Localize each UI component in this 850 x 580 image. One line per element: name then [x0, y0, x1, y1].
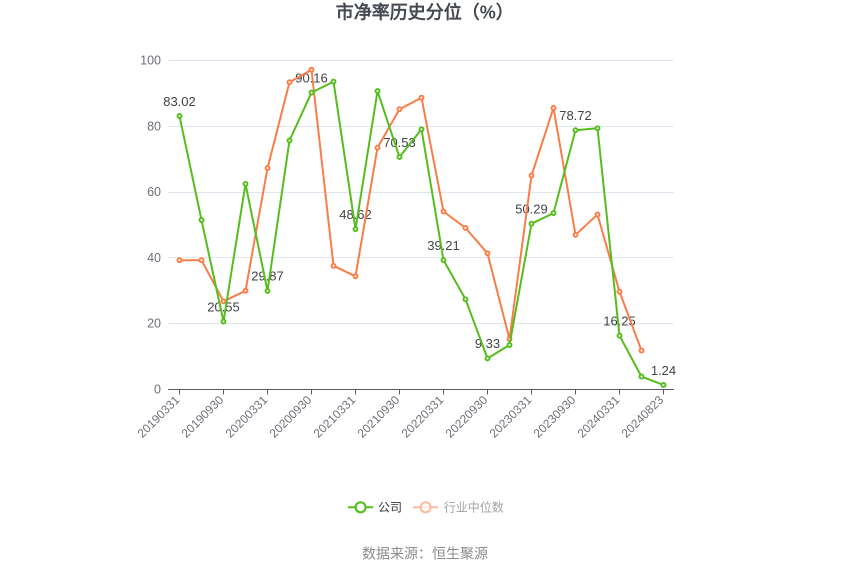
svg-text:83.02: 83.02	[163, 94, 196, 109]
svg-text:50.29: 50.29	[515, 202, 548, 217]
svg-text:29.87: 29.87	[251, 269, 284, 284]
svg-text:80: 80	[147, 119, 161, 133]
svg-text:39.21: 39.21	[427, 238, 460, 253]
svg-text:100: 100	[140, 54, 161, 68]
svg-text:20190331: 20190331	[135, 393, 183, 441]
svg-text:20: 20	[147, 317, 161, 331]
svg-text:20200930: 20200930	[267, 393, 315, 441]
svg-text:公司: 公司	[378, 501, 402, 515]
svg-text:20220930: 20220930	[443, 393, 491, 441]
svg-text:20.55: 20.55	[207, 299, 240, 314]
svg-text:20240331: 20240331	[575, 393, 623, 441]
svg-text:16.25: 16.25	[603, 314, 636, 329]
svg-text:60: 60	[147, 185, 161, 199]
svg-text:20220331: 20220331	[399, 393, 447, 441]
svg-text:1.24: 1.24	[651, 363, 676, 378]
svg-text:9.33: 9.33	[475, 336, 500, 351]
svg-text:0: 0	[154, 383, 161, 397]
svg-text:20230331: 20230331	[487, 393, 535, 441]
svg-text:78.72: 78.72	[559, 108, 592, 123]
svg-text:20230930: 20230930	[531, 393, 579, 441]
svg-text:市净率历史分位（%）: 市净率历史分位（%）	[336, 1, 514, 22]
svg-text:20190930: 20190930	[179, 393, 227, 441]
svg-text:20240823: 20240823	[619, 393, 667, 441]
svg-text:20200331: 20200331	[223, 393, 271, 441]
svg-text:20210331: 20210331	[311, 393, 359, 441]
svg-text:40: 40	[147, 251, 161, 265]
svg-text:20210930: 20210930	[355, 393, 403, 441]
svg-text:数据来源：恒生聚源: 数据来源：恒生聚源	[362, 546, 488, 562]
svg-text:48.62: 48.62	[339, 207, 372, 222]
svg-text:行业中位数: 行业中位数	[444, 500, 504, 515]
